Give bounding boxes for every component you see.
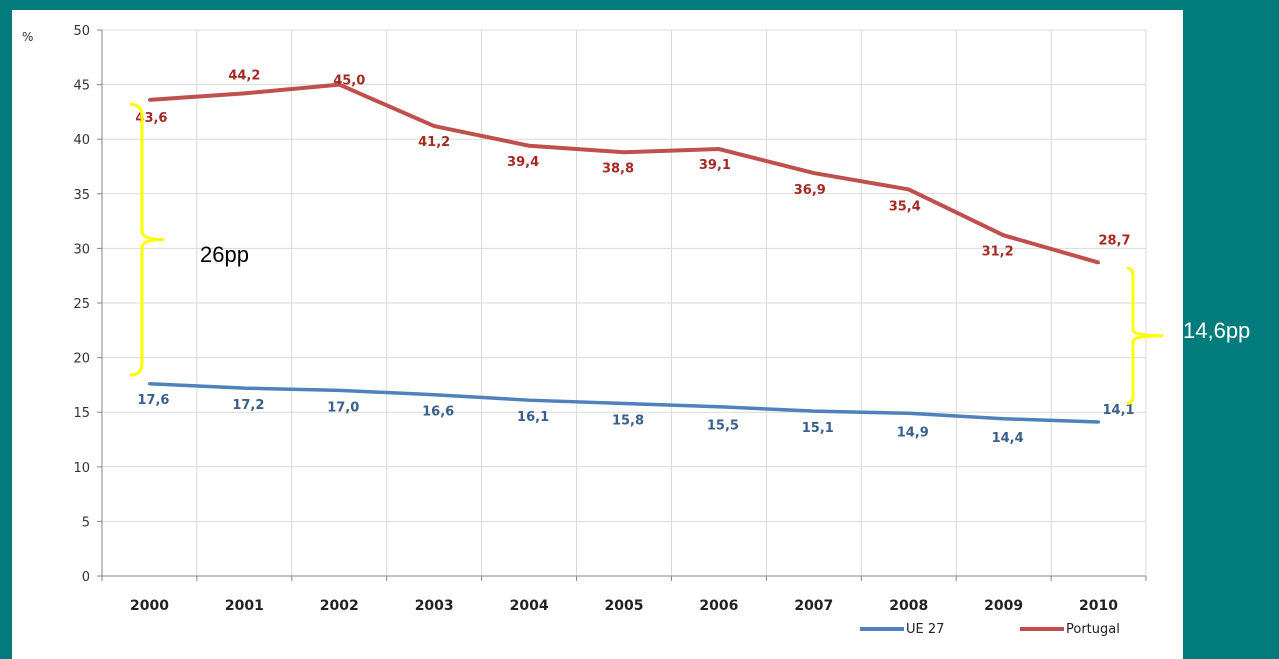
data-point — [812, 171, 816, 175]
gap-annotation-2010: 14,6pp — [1183, 318, 1251, 343]
y-tick-label: 20 — [73, 352, 90, 367]
data-label: 16,1 — [517, 410, 549, 425]
data-label: 39,4 — [507, 155, 539, 170]
data-label: 14,4 — [992, 431, 1024, 446]
gap-bracket — [1126, 266, 1164, 405]
data-point — [622, 150, 626, 154]
y-axis-label: % — [22, 30, 33, 44]
data-point — [717, 405, 721, 409]
x-tick-label: 2006 — [699, 598, 738, 614]
data-point — [432, 124, 436, 128]
data-point — [242, 386, 246, 390]
data-point — [242, 91, 246, 95]
y-tick-label: 15 — [73, 406, 90, 421]
data-point — [527, 398, 531, 402]
y-tick-label: 45 — [73, 79, 90, 94]
line-chart: 0 5 10 15 20 25 30 35 40 45 50% 2000 2001 2002 2003 200… — [22, 24, 1164, 637]
data-point — [147, 382, 151, 386]
x-tick-label: 2005 — [605, 598, 644, 614]
data-label: 15,5 — [707, 419, 739, 434]
legend-label-portugal: Portugal — [1066, 622, 1120, 637]
data-point — [717, 147, 721, 151]
data-point — [1002, 417, 1006, 421]
x-tick-label: 2001 — [225, 598, 264, 614]
x-tick-label: 2007 — [794, 598, 833, 614]
chart-panel: 0 5 10 15 20 25 30 35 40 45 50% 2000 2001 2002 2003 200… — [12, 10, 1183, 659]
y-tick-label: 35 — [73, 188, 90, 203]
data-label: 15,8 — [612, 413, 644, 428]
data-point — [147, 98, 151, 102]
y-tick-label: 50 — [73, 24, 90, 39]
data-label: 36,9 — [794, 183, 826, 198]
data-label: 35,4 — [889, 199, 921, 214]
data-label: 17,6 — [137, 393, 169, 408]
y-tick-label: 25 — [73, 297, 90, 312]
data-label: 16,6 — [422, 405, 454, 420]
x-tick-label: 2010 — [1079, 598, 1118, 614]
data-label: 17,2 — [232, 398, 264, 413]
data-label: 38,8 — [602, 161, 634, 176]
y-tick-label: 30 — [73, 242, 90, 257]
data-point — [337, 83, 341, 87]
data-label: 41,2 — [418, 135, 450, 150]
gap-annotation-2000: 26pp — [200, 242, 249, 267]
data-point — [622, 401, 626, 405]
data-point — [907, 411, 911, 415]
data-label: 17,0 — [327, 400, 359, 415]
legend-label-ue-27: UE 27 — [906, 622, 944, 637]
y-tick-label: 5 — [82, 515, 90, 530]
data-point — [432, 393, 436, 397]
y-tick-label: 0 — [82, 570, 90, 585]
data-label: 14,1 — [1103, 403, 1135, 418]
x-tick-label: 2000 — [130, 598, 169, 614]
data-label: 15,1 — [802, 421, 834, 436]
data-point — [907, 187, 911, 191]
data-label: 28,7 — [1099, 234, 1131, 249]
data-point — [812, 409, 816, 413]
data-label: 31,2 — [982, 244, 1014, 259]
x-tick-label: 2009 — [984, 598, 1023, 614]
y-tick-label: 40 — [73, 133, 90, 148]
data-point — [337, 388, 341, 392]
gap-bracket — [129, 102, 165, 377]
data-point — [1002, 233, 1006, 237]
x-tick-label: 2003 — [415, 598, 454, 614]
data-point — [1097, 261, 1101, 265]
data-label: 39,1 — [699, 158, 731, 173]
x-tick-label: 2002 — [320, 598, 359, 614]
data-label: 14,9 — [897, 425, 929, 440]
y-tick-label: 10 — [73, 461, 90, 476]
x-tick-label: 2004 — [510, 598, 549, 614]
data-label: 45,0 — [333, 74, 365, 89]
data-point — [527, 144, 531, 148]
x-tick-label: 2008 — [889, 598, 928, 614]
data-point — [1097, 420, 1101, 424]
data-label: 44,2 — [228, 68, 260, 83]
